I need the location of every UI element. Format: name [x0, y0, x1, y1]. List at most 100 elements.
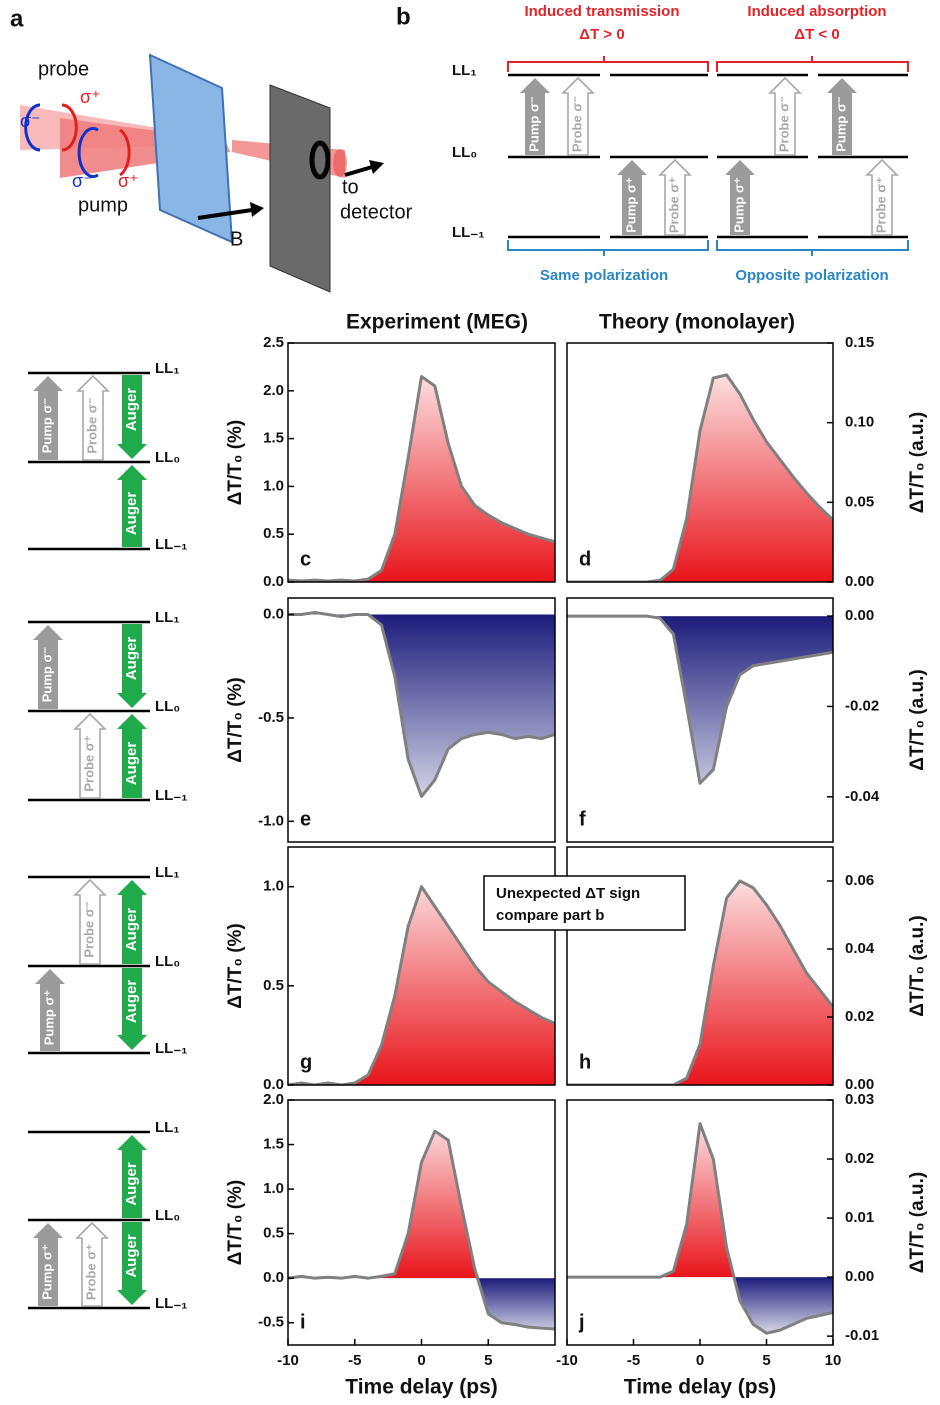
pump-arrow: [35, 969, 65, 1051]
data-line: [288, 885, 555, 1085]
y-tick-label: -0.5: [258, 709, 284, 726]
probe-arrow: [865, 158, 899, 236]
pump-arrow: [33, 1223, 63, 1306]
level-label: LL₀: [155, 1207, 180, 1224]
area-positive: [288, 886, 555, 1085]
y-tick-label: 0.06: [845, 872, 874, 889]
panel-letter: e: [300, 808, 311, 830]
data-line: [567, 614, 833, 785]
auger-label: Auger: [123, 492, 140, 536]
level-label: LL₋₁: [155, 1040, 187, 1057]
y-tick-label: 0.02: [845, 1150, 874, 1167]
x-tick-label: 0: [417, 1352, 425, 1369]
probe-sigma-minus-rotation: [24, 103, 41, 152]
panel-letter: i: [300, 1311, 306, 1333]
area-positive: [288, 376, 555, 582]
data-line: [288, 610, 555, 799]
plot-frame: [566, 846, 834, 1086]
plot-frame: [287, 846, 556, 1086]
pump-label: Pump σ⁺: [731, 177, 746, 233]
column-title: Experiment (MEG): [346, 311, 528, 334]
pump-label: pump: [78, 194, 128, 216]
y-tick-label: 0.04: [845, 940, 875, 957]
y-tick-label: 2.0: [263, 382, 284, 399]
probe-label: Probe σ⁻: [81, 901, 96, 957]
level-label: LL₀: [155, 953, 180, 970]
y-tick-label: 0.0: [263, 1076, 284, 1093]
x-tick-label: -10: [556, 1352, 578, 1369]
annotation-box: [483, 875, 686, 931]
level-label: LL₀: [155, 698, 180, 715]
auger-arrow: [117, 880, 147, 964]
auger-arrow: [117, 968, 147, 1050]
x-tick-label: -5: [348, 1352, 361, 1369]
level-label: LL₁: [155, 360, 180, 377]
auger-label: Auger: [123, 388, 140, 432]
pump-label: Pump σ⁻: [833, 96, 848, 152]
probe-arrow: [561, 76, 595, 156]
probe-label: Probe σ⁺: [83, 1244, 98, 1300]
auger-arrow: [117, 465, 147, 547]
y-tick-label: -0.01: [845, 1327, 879, 1344]
auger-label: Auger: [123, 980, 140, 1024]
x-tick-label: 0: [696, 1352, 704, 1369]
area-negative: [328, 614, 555, 797]
level-label: LL₋₁: [155, 787, 187, 804]
sample: [148, 53, 234, 244]
level-label: LL₀: [452, 144, 477, 161]
detector-arrow-head: [369, 160, 384, 174]
probe-label: Probe σ⁺: [666, 177, 681, 233]
pump-label: Pump σ⁻: [526, 96, 541, 152]
y-tick-label: 0.10: [845, 414, 874, 431]
sigma-label: σ⁺: [118, 171, 139, 191]
y-tick-label: 0.02: [845, 1008, 874, 1025]
area-negative: [477, 1278, 555, 1329]
panel-a-scene: [20, 53, 384, 293]
probe-label: Probe σ⁺: [81, 735, 96, 791]
probe-arrow: [658, 158, 692, 236]
y-tick-label: 0.5: [263, 977, 284, 994]
plot-frame: [566, 597, 834, 843]
annotation: compare part b: [496, 907, 604, 924]
pump-arrow: [617, 160, 647, 235]
detector-label: detector: [340, 201, 413, 223]
y-tick-label: 1.0: [263, 477, 284, 494]
area-positive: [567, 374, 833, 582]
level-label: LL₁: [452, 62, 477, 79]
level-label: LL₁: [155, 1119, 180, 1136]
data-line: [288, 1129, 555, 1331]
data-line: [567, 879, 833, 1085]
auger-label: Auger: [123, 1234, 140, 1278]
x-tick-label: -5: [627, 1352, 640, 1369]
y-tick-label: 1.5: [263, 1136, 284, 1153]
y-tick-label: 0.00: [845, 1268, 874, 1285]
field-label: B: [230, 228, 243, 250]
auger-arrow: [117, 624, 147, 708]
footer: Opposite polarization: [735, 267, 888, 284]
y-tick-label: 1.5: [263, 430, 284, 447]
y-tick-label: -1.0: [258, 812, 284, 829]
plot-frame: [287, 342, 556, 583]
probe-arrow: [73, 712, 107, 799]
plot-frame: [287, 597, 556, 843]
pump-arrow: [520, 78, 550, 155]
probe-label: Probe σ⁻: [84, 397, 99, 453]
y-tick-label: 2.0: [263, 1091, 284, 1108]
header: Induced transmission: [524, 3, 679, 20]
detector-label: to: [342, 176, 359, 198]
y-axis-title: ΔT/T₀ (a.u.): [907, 1172, 928, 1273]
x-tick-label: 5: [762, 1352, 770, 1369]
data-line: [567, 1122, 833, 1335]
pump-label: Pump σ⁺: [41, 990, 56, 1046]
aperture: [309, 140, 331, 180]
probe-label: Probe σ⁻: [776, 96, 791, 152]
annotation: Unexpected ΔT sign: [496, 885, 640, 902]
panel-letter: j: [578, 1311, 585, 1333]
aperture-plate: [269, 84, 331, 293]
y-tick-label: 0.5: [263, 1225, 284, 1242]
level-label: LL₋₁: [155, 1295, 187, 1312]
bracket: [507, 56, 909, 72]
y-tick-label: 0.00: [845, 607, 874, 624]
x-axis-title: Time delay (ps): [624, 1376, 777, 1399]
